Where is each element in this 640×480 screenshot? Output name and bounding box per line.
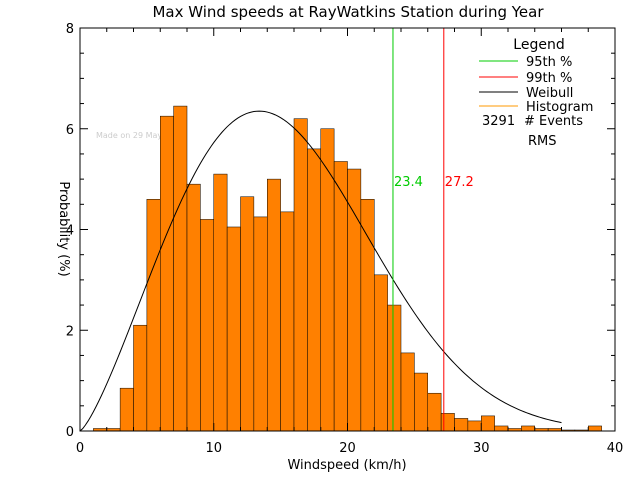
histogram-bar [240, 196, 255, 432]
axes: 0 10 20 30 40 0 2 4 6 8 [66, 22, 624, 456]
histogram-bar [387, 304, 402, 432]
histogram-bar [521, 425, 535, 432]
histogram-bar [226, 226, 241, 432]
x-tick-label: 0 [76, 441, 84, 456]
percentile-lines [392, 28, 445, 431]
histogram-bar [133, 324, 148, 432]
legend-label-weibull: Weibull [526, 86, 573, 101]
watermark-text: Made on 29 May 2025 [96, 131, 185, 140]
histogram-bar [280, 211, 295, 432]
y-axis-label: Probability (%) [56, 181, 71, 276]
histogram-bar [347, 168, 362, 432]
y-tick-label: 6 [66, 123, 74, 138]
events-count: 3291 [482, 114, 515, 129]
histogram-bar [186, 183, 201, 432]
weibull-line [79, 110, 562, 432]
y-tick-label: 8 [66, 22, 74, 37]
y-tick-label: 2 [66, 324, 74, 339]
histogram-bar [374, 274, 388, 432]
histogram-bar [588, 425, 602, 432]
histogram-bar [119, 387, 134, 432]
histogram-bars [93, 105, 602, 432]
histogram-bar [414, 372, 428, 432]
histogram-bar [400, 352, 415, 432]
x-tick-label: 40 [607, 441, 624, 456]
legend-label-histogram: Histogram [526, 100, 593, 115]
histogram-bar [494, 425, 509, 432]
histogram-bar [320, 128, 335, 432]
y-tick-label: 4 [66, 224, 74, 239]
events-label: # Events [524, 114, 583, 129]
legend-label-p99: 99th % [526, 71, 572, 86]
histogram-bar [481, 415, 495, 432]
histogram-bar [267, 178, 281, 432]
histogram-bar [427, 392, 442, 432]
histogram-bar [173, 105, 188, 432]
histogram-bar [307, 148, 321, 432]
chart-title: Max Wind speeds at RayWatkins Station du… [152, 3, 544, 21]
histogram-bar [200, 219, 214, 432]
legend-title: Legend [513, 37, 564, 53]
legend-label-p95: 95th % [526, 55, 572, 70]
y-tick-label: 0 [66, 425, 74, 440]
histogram-bar [253, 216, 268, 432]
x-axis-label: Windspeed (km/h) [287, 458, 406, 473]
rms-label: RMS [528, 134, 557, 149]
p95-value-label: 23.4 [394, 175, 423, 190]
histogram-bar [333, 161, 348, 432]
histogram-bar [467, 420, 482, 432]
weibull-curve [79, 110, 562, 432]
histogram-bar [160, 115, 174, 432]
x-tick-label: 30 [473, 441, 490, 456]
p99-value-label: 27.2 [445, 175, 474, 190]
histogram-bar [360, 199, 375, 432]
x-tick-label: 20 [339, 441, 356, 456]
histogram-bar [293, 118, 308, 432]
legend: Legend 95th % 99th % Weibull Histogram 3… [479, 37, 593, 149]
x-tick-label: 10 [205, 441, 222, 456]
histogram-bar [146, 199, 161, 432]
histogram-bar [213, 173, 228, 432]
histogram-bar [454, 418, 469, 432]
histogram-bar [440, 413, 455, 432]
